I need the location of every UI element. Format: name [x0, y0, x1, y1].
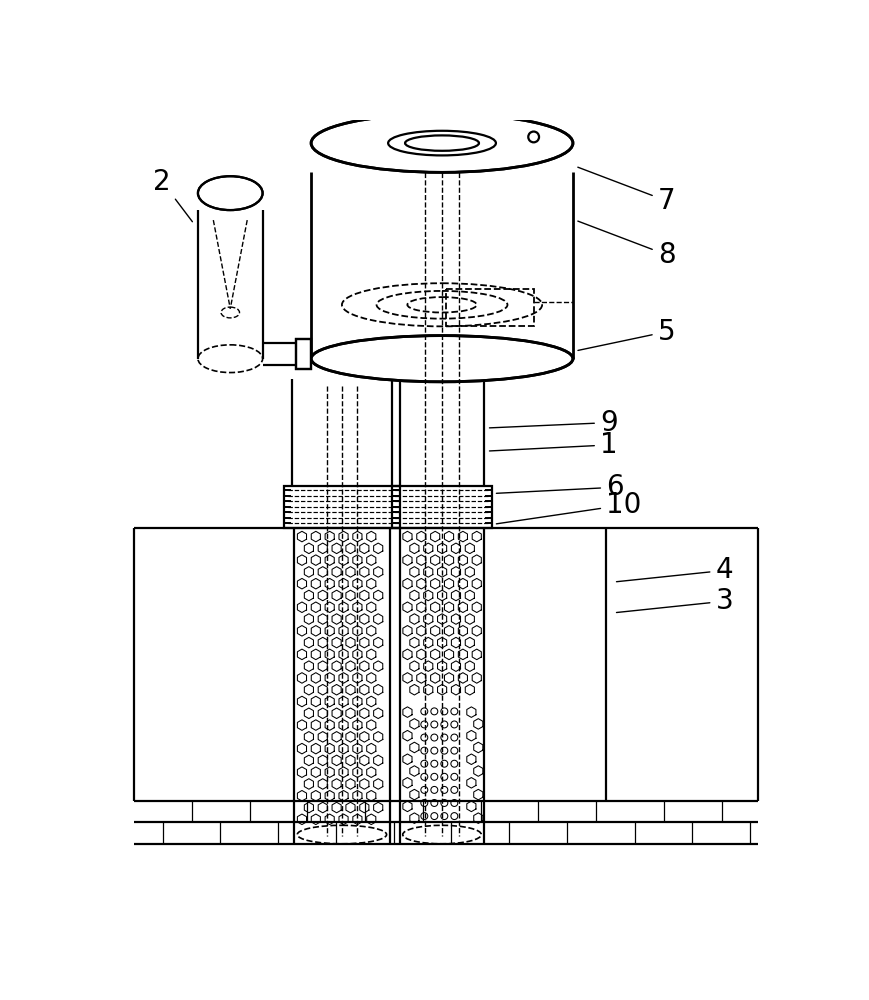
Text: 9: 9: [489, 409, 617, 437]
Bar: [295, 339, 311, 369]
Text: 3: 3: [616, 587, 733, 615]
Bar: [284, 486, 399, 528]
Text: 4: 4: [616, 556, 733, 584]
Text: 6: 6: [496, 473, 623, 501]
Ellipse shape: [198, 176, 262, 210]
Bar: [295, 339, 311, 369]
Text: 10: 10: [496, 491, 640, 524]
Bar: [392, 486, 492, 528]
Ellipse shape: [311, 336, 573, 382]
Text: 7: 7: [577, 167, 674, 215]
Text: 5: 5: [577, 318, 674, 350]
Text: 1: 1: [489, 431, 617, 459]
Text: 8: 8: [577, 221, 674, 269]
Text: 2: 2: [153, 168, 192, 222]
Bar: [446, 289, 534, 326]
Ellipse shape: [311, 114, 573, 172]
